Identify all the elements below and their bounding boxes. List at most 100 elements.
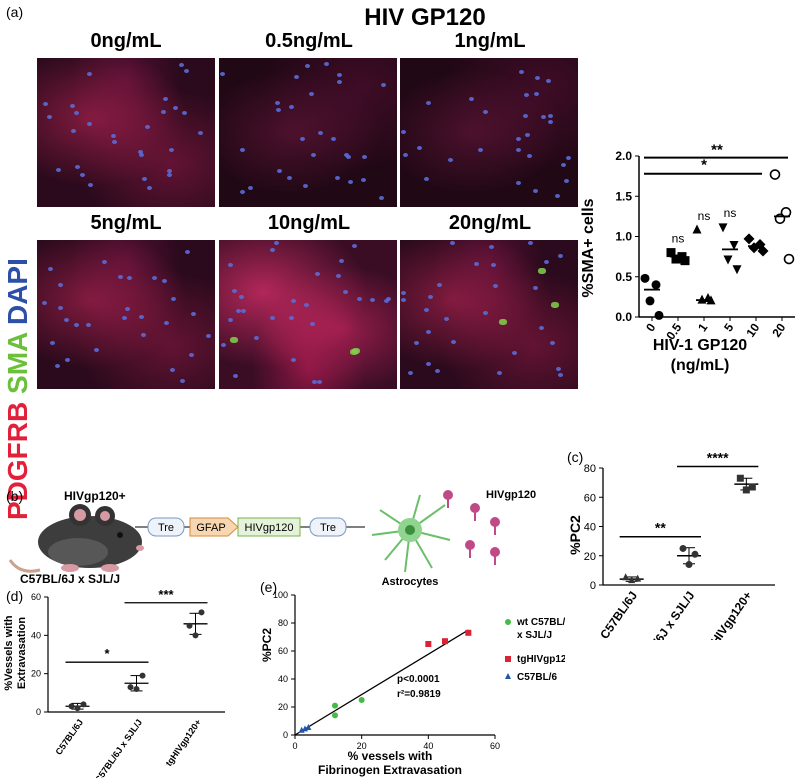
nucleus-dot bbox=[450, 241, 455, 245]
chart-a-sig-label: ** bbox=[711, 142, 723, 159]
gp120-molecules bbox=[443, 490, 500, 565]
nucleus-dot bbox=[75, 165, 80, 169]
conc-label-4: 10ng/mL bbox=[267, 212, 351, 234]
chart-e-legend-marker bbox=[505, 619, 511, 625]
nucleus-dot bbox=[185, 250, 190, 254]
nucleus-dot bbox=[86, 323, 91, 327]
nucleus-dot bbox=[304, 303, 309, 307]
chart-c-xtick-label: C57BL/6J bbox=[597, 589, 640, 640]
chart-a-point bbox=[729, 241, 739, 251]
nucleus-dot bbox=[71, 129, 76, 133]
chart-e: (e) %PC2 % vessels with Fibrinogen Extra… bbox=[260, 579, 565, 777]
nucleus-dot bbox=[548, 120, 553, 124]
chart-e-ytick-label: 80 bbox=[278, 618, 288, 628]
conc-label-0: 0ng/mL bbox=[90, 30, 162, 52]
chart-c-ytick-label: 80 bbox=[584, 463, 596, 475]
nucleus-dot bbox=[469, 97, 474, 101]
chart-c-point bbox=[628, 576, 636, 584]
nucleus-dot bbox=[558, 254, 563, 258]
nucleus-dot bbox=[544, 260, 549, 264]
construct-label-3: Tre bbox=[320, 522, 336, 534]
nucleus-dot bbox=[43, 102, 48, 106]
conc-label-2: 1ng/mL bbox=[454, 30, 526, 52]
chart-e-pvalue: p<0.0001 bbox=[397, 674, 440, 685]
nucleus-dot bbox=[437, 283, 442, 287]
chart-a-ns-label: ns bbox=[724, 206, 737, 220]
chart-a-point bbox=[743, 233, 755, 245]
chart-e-legend-marker bbox=[505, 673, 511, 679]
chart-d-letter: (d) bbox=[6, 588, 23, 604]
nucleus-dot bbox=[184, 69, 189, 73]
nucleus-dot bbox=[248, 186, 253, 190]
strain-label: C57BL/6J x SJL/J bbox=[20, 572, 120, 586]
nucleus-dot bbox=[162, 279, 167, 283]
mouse-label: HIVgp120+ bbox=[64, 489, 126, 503]
chart-a-ns-label: ns bbox=[672, 232, 685, 246]
nucleus-dot bbox=[337, 73, 342, 77]
nucleus-dot bbox=[564, 179, 569, 183]
nucleus-dot bbox=[167, 173, 172, 177]
nucleus-dot bbox=[232, 289, 237, 293]
micrograph-3 bbox=[37, 240, 215, 389]
nucleus-dot bbox=[548, 114, 553, 118]
chart-a-xtick-label: 5 bbox=[721, 320, 736, 334]
sma-signal bbox=[538, 268, 546, 274]
nucleus-dot bbox=[305, 64, 310, 68]
nucleus-dot bbox=[401, 298, 406, 302]
chart-e-ytick-label: 100 bbox=[273, 590, 288, 600]
nucleus-dot bbox=[142, 177, 147, 181]
nucleus-dot bbox=[236, 309, 241, 313]
nucleus-dot bbox=[381, 83, 386, 87]
nucleus-dot bbox=[424, 308, 429, 312]
nucleus-dot bbox=[87, 72, 92, 76]
conc-label-5: 20ng/mL bbox=[448, 212, 532, 234]
nucleus-dot bbox=[152, 276, 157, 280]
nucleus-dot bbox=[424, 177, 429, 181]
chart-d-xtick-label: C57BL/6J bbox=[53, 717, 85, 756]
nucleus-dot bbox=[451, 340, 456, 344]
nucleus-dot bbox=[42, 301, 47, 305]
chart-d-ytick-label: 40 bbox=[31, 630, 41, 640]
chart-a-xtick-label: 0 bbox=[643, 320, 658, 334]
chart-d-point bbox=[127, 684, 134, 691]
nucleus-dot bbox=[546, 79, 551, 83]
chart-c-point bbox=[748, 483, 756, 491]
protein-label: HIVgp120 bbox=[486, 489, 536, 501]
nucleus-dot bbox=[426, 330, 431, 334]
conc-label-1: 0.5ng/mL bbox=[265, 30, 353, 52]
construct-label-0: Tre bbox=[158, 522, 174, 534]
nucleus-dot bbox=[254, 336, 259, 340]
nucleus-dot bbox=[270, 316, 275, 320]
nucleus-dot bbox=[55, 364, 60, 368]
nucleus-dot bbox=[324, 62, 329, 66]
nucleus-dot bbox=[414, 341, 419, 345]
nucleus-dot bbox=[311, 153, 316, 157]
chart-a-point bbox=[666, 248, 676, 258]
nucleus-dot bbox=[58, 283, 63, 287]
chart-e-point bbox=[465, 629, 472, 636]
tre-box-2 bbox=[309, 517, 347, 537]
nucleus-dot bbox=[352, 244, 357, 248]
chart-e-ytick-label: 40 bbox=[278, 674, 288, 684]
nucleus-dot bbox=[525, 133, 530, 137]
nucleus-dot bbox=[141, 333, 146, 337]
chart-e-point bbox=[305, 724, 312, 730]
chart-a-point bbox=[732, 265, 742, 275]
nucleus-dot bbox=[145, 125, 150, 129]
chart-d-ytick-label: 60 bbox=[31, 592, 41, 602]
micrograph-5 bbox=[400, 240, 578, 389]
nucleus-dot bbox=[516, 181, 521, 185]
nucleus-dot bbox=[403, 153, 408, 157]
nucleus-dot bbox=[291, 299, 296, 303]
panel-b-letter: (b) bbox=[6, 488, 24, 504]
chart-a-point bbox=[680, 256, 690, 266]
nucleus-dot bbox=[426, 362, 431, 366]
chart-a-ytick-label: 1.0 bbox=[615, 230, 632, 244]
nucleus-dot bbox=[331, 137, 336, 141]
nucleus-dot bbox=[428, 295, 433, 299]
chart-c-point bbox=[679, 544, 687, 552]
nucleus-dot bbox=[167, 169, 172, 173]
chart-a-point bbox=[671, 254, 681, 264]
chart-e-point bbox=[425, 641, 432, 647]
chart-c-ytick-label: 60 bbox=[584, 492, 596, 504]
